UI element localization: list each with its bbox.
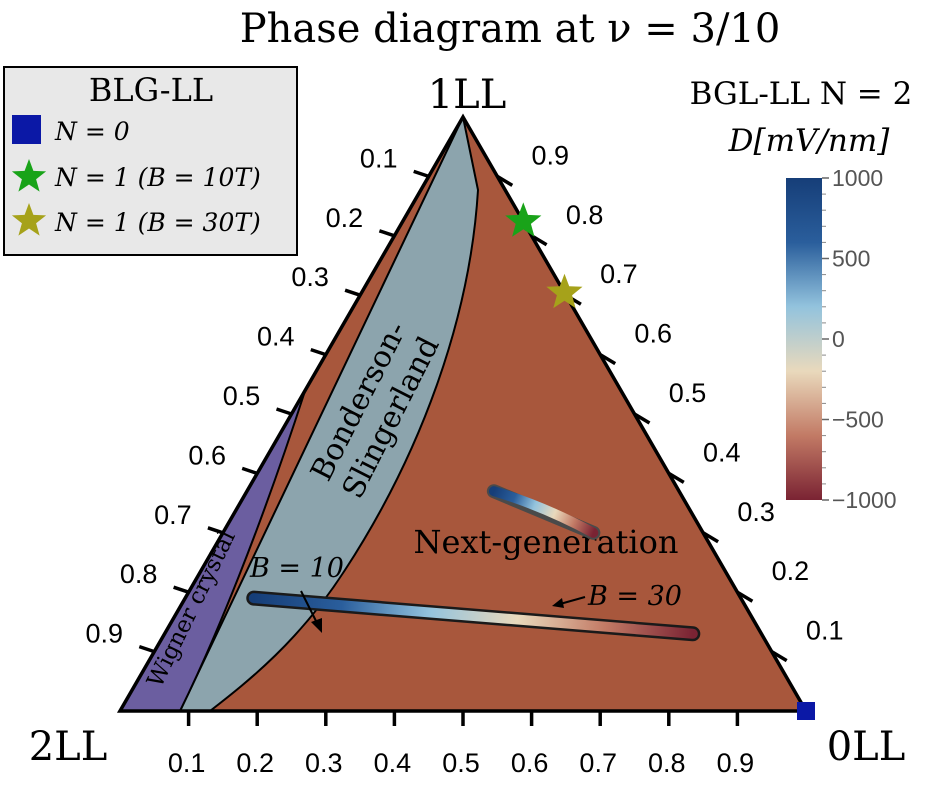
path-b10: [248, 593, 698, 639]
colorbar-gradient: [786, 178, 822, 500]
point-n0-square: [797, 702, 815, 720]
ticks-left-label: 0.4: [257, 322, 295, 352]
ticks-left-label: 0.6: [188, 440, 226, 470]
colorbar-ticks: 1000 500 0 −500 −1000: [822, 165, 897, 513]
point-star-2: [546, 273, 583, 309]
ticks-right-label: 0.8: [566, 200, 604, 230]
ticks-right-label: 0.9: [532, 140, 570, 170]
annotation-b30-label: B = 30: [587, 581, 682, 612]
ticks-left-label: 0.7: [154, 500, 192, 530]
ticks-left-label: 0.5: [223, 381, 261, 411]
legend-entry-0: N = 0: [54, 117, 130, 146]
ticks-right-label: 0.1: [806, 616, 844, 646]
ticks-left-mark: [275, 407, 293, 416]
ticks-bottom-label: 0.7: [579, 748, 617, 778]
ticks-bottom-label: 0.5: [442, 748, 480, 778]
vertex-label-left: 2LL: [29, 724, 108, 770]
ticks-right-label: 0.2: [772, 556, 810, 586]
ticks-bottom-label: 0.3: [305, 748, 343, 778]
ticks-right-mark: [736, 590, 754, 603]
ticks-bottom-label: 0.6: [511, 748, 549, 778]
vertex-label-top: 1LL: [428, 72, 507, 118]
ticks-right-mark: [599, 353, 617, 366]
annotation-b10-arrowhead: [311, 618, 322, 633]
legend: BLG-LL N = 0 N = 1 (B = 10T) N = 1 (B = …: [3, 66, 298, 256]
colorbar: BGL-LL N = 2 D[mV/nm] 1000 500 0 −500 −1000: [690, 76, 913, 513]
ticks-left-mark: [241, 466, 258, 476]
ticks-left-mark: [310, 347, 327, 357]
annotation-b10-label: B = 10: [249, 553, 344, 584]
ticks-left-label: 0.3: [291, 262, 329, 292]
ticks-right-mark: [633, 412, 651, 425]
legend-box: [3, 66, 298, 256]
ticks-bottom-label: 0.1: [168, 748, 206, 778]
colorbar-tick-label: 0: [832, 326, 845, 352]
legend-entry-2: N = 1 (B = 30T): [54, 208, 261, 237]
data-points: [505, 202, 815, 720]
ticks-right-label: 0.6: [634, 319, 672, 349]
ticks-right-label: 0.4: [703, 437, 741, 467]
bottom-axis-ticks: 0.1 0.2 0.3 0.4 0.5 0.6 0.7 0.8 0.9: [168, 711, 754, 778]
ticks-bottom-label: 0.9: [717, 748, 755, 778]
ticks-bottom-label: 0.4: [374, 748, 412, 778]
ticks-right-label: 0.3: [737, 497, 775, 527]
ticks-left-mark: [173, 585, 190, 594]
ticks-right-mark: [770, 650, 788, 663]
colorbar-tick-label: 1000: [832, 165, 883, 191]
ticks-left-mark: [207, 526, 224, 535]
annotation-b30-arrow: [559, 596, 586, 605]
ticks-left-label: 0.2: [326, 203, 364, 233]
path-b30: [488, 486, 599, 538]
left-axis-ticks: 0.1 0.2 0.3 0.4 0.5 0.6 0.7 0.8 0.9: [86, 143, 430, 654]
ticks-right-mark: [702, 531, 720, 544]
legend-title: BLG-LL: [89, 71, 213, 109]
ticks-left-mark: [138, 644, 155, 654]
legend-marker-olive-star: [11, 203, 47, 236]
annotation-b30-arrowhead: [552, 598, 564, 608]
chart-title: Phase diagram at ν = 3/10: [240, 6, 781, 52]
ticks-left-label: 0.1: [360, 143, 398, 173]
colorbar-title-line2: D[mV/nm]: [728, 123, 891, 159]
colorbar-tick-label: −500: [832, 407, 884, 433]
ticks-bottom-label: 0.2: [236, 748, 274, 778]
ticks-bottom-label: 0.8: [648, 748, 686, 778]
legend-marker-green-star: [11, 159, 47, 192]
colorbar-tick-label: 500: [832, 246, 870, 272]
annotation-b10-arrow: [300, 590, 319, 626]
ticks-right-label: 0.5: [669, 378, 707, 408]
ticks-left-mark: [378, 229, 395, 238]
colorbar-title-line1: BGL-LL N = 2: [690, 76, 913, 112]
ticks-right-label: 0.7: [600, 259, 638, 289]
point-star-1: [505, 202, 542, 237]
legend-entry-1: N = 1 (B = 10T): [54, 163, 261, 192]
ticks-right-mark: [530, 234, 548, 247]
ticks-left-label: 0.9: [86, 619, 124, 649]
colorbar-tick-label: −1000: [832, 487, 897, 513]
legend-marker-square: [12, 115, 41, 144]
d-field-paths: [246, 484, 701, 642]
ticks-right-mark: [667, 471, 685, 484]
ticks-right-mark: [496, 174, 514, 187]
ticks-left-mark: [413, 169, 430, 179]
vertex-label-right: 0LL: [827, 724, 906, 770]
right-axis-ticks: 0.9 0.8 0.7 0.6 0.5 0.4 0.3 0.2 0.1: [496, 140, 844, 663]
ticks-left-mark: [344, 288, 361, 297]
ticks-left-label: 0.8: [120, 559, 158, 589]
phase-region-bonderson-slingerland: [178, 113, 480, 712]
phase-label-next-generation: Next-generation: [414, 523, 679, 561]
